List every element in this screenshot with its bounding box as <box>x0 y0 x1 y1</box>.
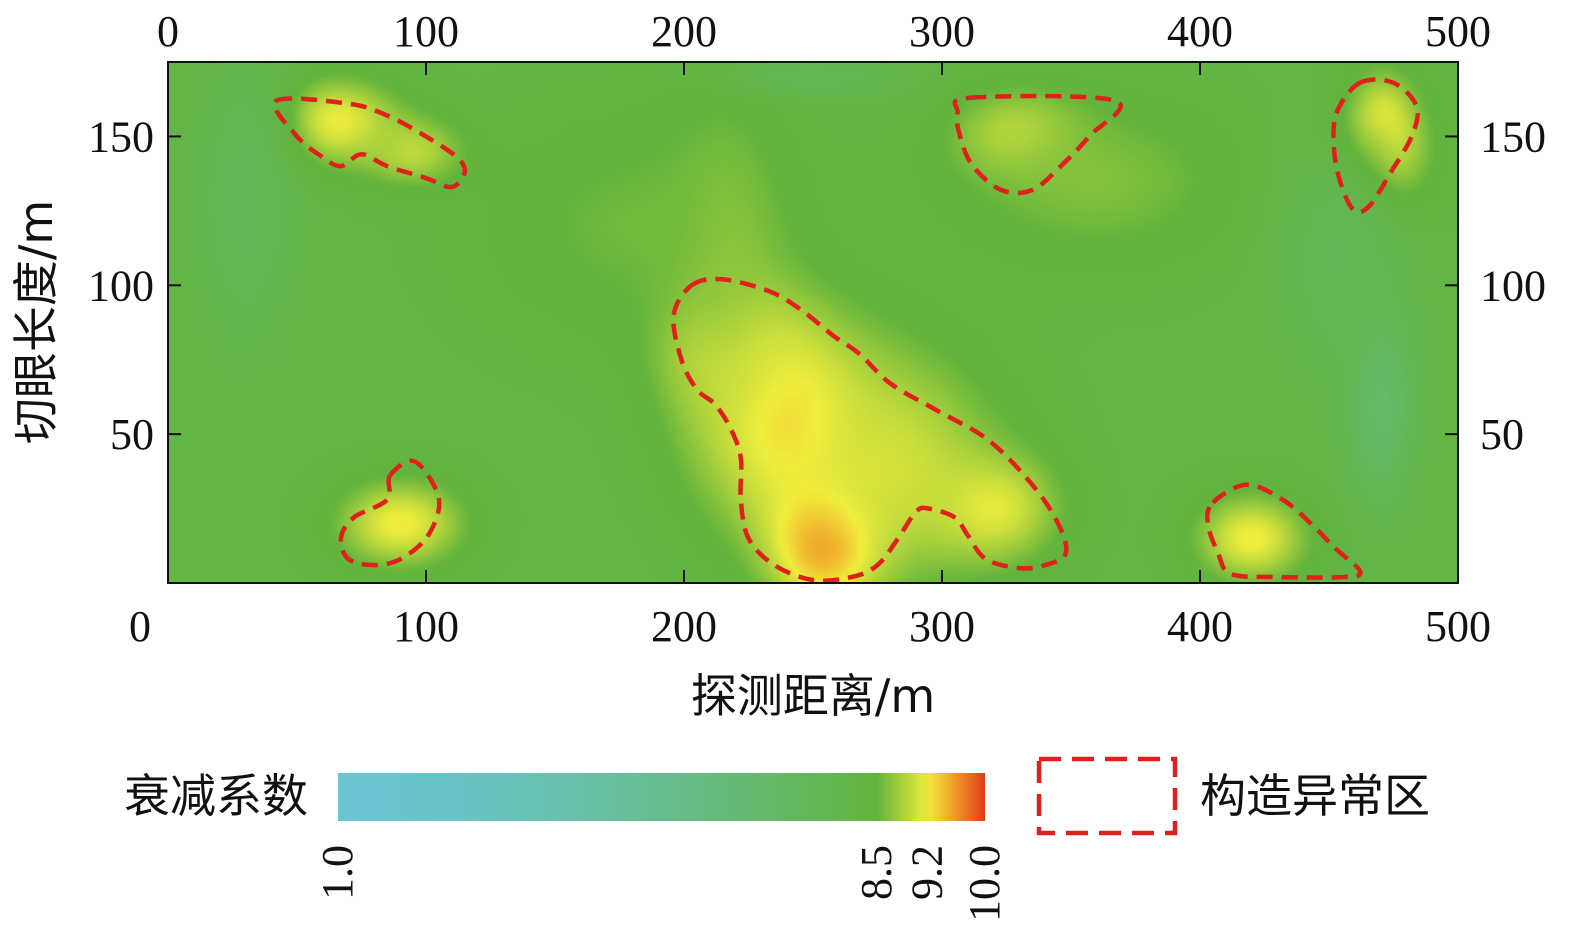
axes: 0 0 100 100 200 200 300 300 400 400 500 500 50 50 100 1… <box>88 7 1546 651</box>
x-tick-label-bottom: 200 <box>651 602 717 651</box>
colorbar <box>338 773 985 821</box>
x-tick-label-top: 400 <box>1167 7 1233 56</box>
colorbar-ticks: 1.0 8.5 9.2 10.0 <box>313 845 1009 922</box>
x-tick-label-top: 500 <box>1425 7 1491 56</box>
x-axis-title: 探测距离/m <box>691 669 935 723</box>
y-tick-label-right: 50 <box>1480 410 1524 459</box>
legend-dashed-box-icon <box>1036 756 1178 836</box>
colorbar-tick-label: 1.0 <box>313 845 362 900</box>
x-tick-label-bottom: 500 <box>1425 602 1491 651</box>
x-tick-label-bottom: 100 <box>393 602 459 651</box>
x-tick-label-top: 0 <box>157 7 179 56</box>
y-tick-label-right: 150 <box>1480 112 1546 161</box>
x-tick-label-top: 200 <box>651 7 717 56</box>
anomaly-region-top-middle <box>952 93 1123 196</box>
y-tick-label-right: 100 <box>1480 261 1546 310</box>
anomaly-region-bottom-right <box>1205 482 1363 580</box>
colorbar-tick-label: 9.2 <box>903 845 952 900</box>
x-tick-label-top: 100 <box>393 7 459 56</box>
x-tick-label-bottom: 0 <box>129 602 151 651</box>
anomaly-region-top-right <box>1331 77 1421 215</box>
y-axis-title: 切眼长度/m <box>9 200 63 444</box>
y-tick-label-left: 50 <box>110 410 154 459</box>
plot-frame <box>167 61 1459 584</box>
colorbar-tick-label: 10.0 <box>960 845 1009 922</box>
anomaly-region-bottom-left <box>338 458 442 568</box>
anomaly-regions <box>272 77 1421 583</box>
anomaly-region-center <box>671 276 1069 583</box>
x-tick-label-bottom: 300 <box>909 602 975 651</box>
y-tick-label-left: 150 <box>88 112 154 161</box>
colorbar-tick-label: 8.5 <box>852 845 901 900</box>
anomaly-region-top-left <box>272 96 468 190</box>
x-tick-label-bottom: 400 <box>1167 602 1233 651</box>
x-tick-label-top: 300 <box>909 7 975 56</box>
legend-label: 构造异常区 <box>1200 769 1430 823</box>
y-tick-label-left: 100 <box>88 261 154 310</box>
colorbar-label: 衰减系数 <box>124 769 308 823</box>
heatmap-raster <box>168 62 1458 583</box>
